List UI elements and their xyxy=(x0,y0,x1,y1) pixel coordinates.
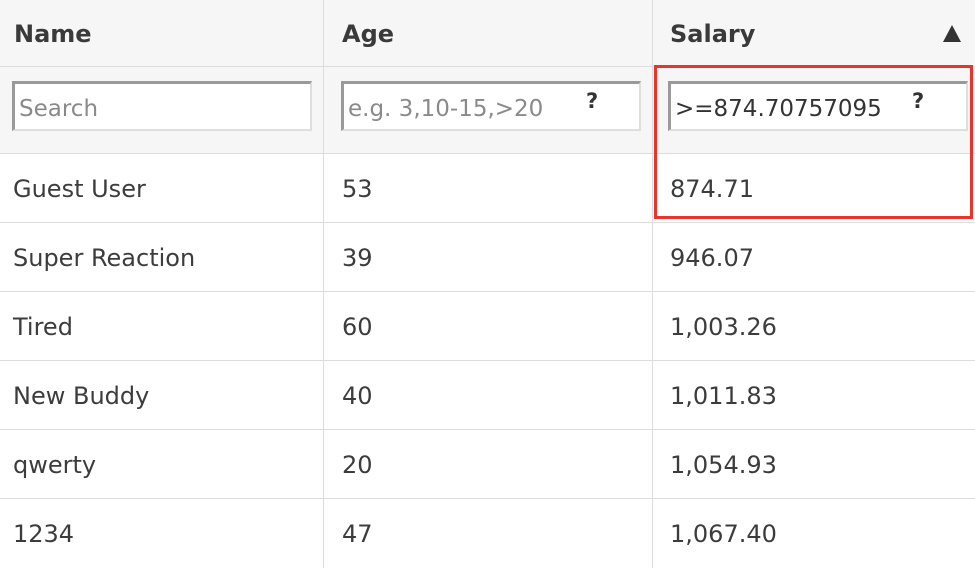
age-value: 47 xyxy=(342,520,373,548)
salary-cell: 874.71 xyxy=(653,154,975,222)
table-header-row: Name Age Salary xyxy=(0,0,975,67)
salary-value: 874.71 xyxy=(670,175,754,203)
name-value: 1234 xyxy=(13,520,75,548)
name-value: Guest User xyxy=(13,175,146,203)
age-value: 20 xyxy=(342,451,373,479)
table-filter-row: ? ? xyxy=(0,67,975,154)
name-value: Super Reaction xyxy=(13,244,196,272)
name-cell: Tired xyxy=(0,292,324,360)
table-row[interactable]: qwerty 20 1,054.93 xyxy=(0,430,975,499)
age-cell: 40 xyxy=(324,361,653,429)
name-cell: New Buddy xyxy=(0,361,324,429)
salary-filter-input[interactable] xyxy=(668,81,968,131)
sort-ascending-icon[interactable] xyxy=(943,25,961,42)
header-age-label: Age xyxy=(342,20,395,48)
name-value: Tired xyxy=(13,313,73,341)
filter-cell-salary: ? xyxy=(653,67,975,153)
name-cell: Guest User xyxy=(0,154,324,222)
age-cell: 39 xyxy=(324,223,653,291)
name-search-input[interactable] xyxy=(12,81,312,131)
age-cell: 53 xyxy=(324,154,653,222)
salary-value: 946.07 xyxy=(670,244,754,272)
age-value: 40 xyxy=(342,382,373,410)
salary-filter-help-icon[interactable]: ? xyxy=(912,89,925,113)
header-age[interactable]: Age xyxy=(324,0,653,66)
table-row[interactable]: Tired 60 1,003.26 xyxy=(0,292,975,361)
header-name[interactable]: Name xyxy=(0,0,324,66)
salary-value: 1,054.93 xyxy=(670,451,777,479)
age-filter-help-icon[interactable]: ? xyxy=(586,89,599,113)
salary-value: 1,011.83 xyxy=(670,382,777,410)
salary-value: 1,067.40 xyxy=(670,520,777,548)
age-cell: 60 xyxy=(324,292,653,360)
header-name-label: Name xyxy=(14,20,92,48)
name-value: New Buddy xyxy=(13,382,150,410)
salary-cell: 1,011.83 xyxy=(653,361,975,429)
header-salary[interactable]: Salary xyxy=(653,0,975,66)
age-value: 53 xyxy=(342,175,373,203)
table-row[interactable]: Guest User 53 874.71 xyxy=(0,154,975,223)
salary-cell: 1,054.93 xyxy=(653,430,975,498)
header-salary-label: Salary xyxy=(670,20,756,48)
salary-cell: 1,003.26 xyxy=(653,292,975,360)
name-cell: qwerty xyxy=(0,430,324,498)
filter-cell-name xyxy=(0,67,324,153)
age-value: 60 xyxy=(342,313,373,341)
age-cell: 20 xyxy=(324,430,653,498)
name-cell: Super Reaction xyxy=(0,223,324,291)
age-filter-input[interactable] xyxy=(341,81,641,131)
age-cell: 47 xyxy=(324,499,653,568)
table-row[interactable]: New Buddy 40 1,011.83 xyxy=(0,361,975,430)
table-row[interactable]: 1234 47 1,067.40 xyxy=(0,499,975,568)
age-value: 39 xyxy=(342,244,373,272)
salary-cell: 1,067.40 xyxy=(653,499,975,568)
name-value: qwerty xyxy=(13,451,97,479)
filter-cell-age: ? xyxy=(324,67,653,153)
table-row[interactable]: Super Reaction 39 946.07 xyxy=(0,223,975,292)
name-cell: 1234 xyxy=(0,499,324,568)
salary-cell: 946.07 xyxy=(653,223,975,291)
salary-value: 1,003.26 xyxy=(670,313,777,341)
